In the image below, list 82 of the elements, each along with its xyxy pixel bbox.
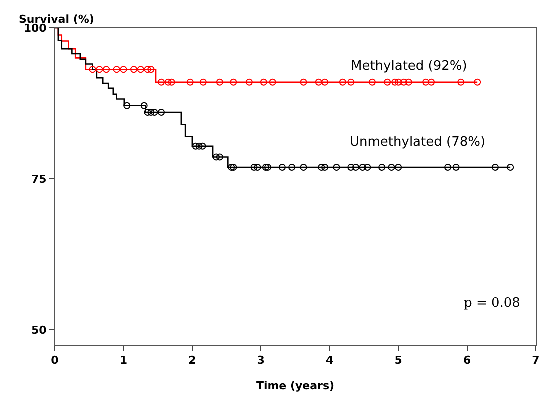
point	[168, 78, 176, 86]
y-tick-label: 75	[31, 172, 47, 186]
point	[388, 164, 396, 171]
point	[458, 78, 465, 86]
point	[452, 164, 460, 171]
point	[400, 78, 408, 86]
annotation: p = 0.08	[464, 296, 520, 311]
point	[269, 78, 276, 86]
point	[339, 78, 346, 86]
point	[322, 164, 329, 171]
point	[318, 164, 326, 171]
point	[113, 66, 120, 74]
point	[260, 78, 268, 86]
point	[395, 78, 402, 86]
point	[405, 78, 412, 86]
point	[384, 78, 392, 86]
point	[352, 164, 360, 171]
point	[212, 154, 220, 161]
point	[200, 78, 207, 86]
point	[230, 78, 238, 86]
point	[124, 102, 131, 110]
point	[130, 66, 138, 74]
point	[507, 164, 514, 171]
point	[359, 164, 366, 171]
point	[262, 164, 270, 171]
point	[288, 164, 296, 171]
point	[392, 78, 399, 86]
point	[216, 78, 224, 86]
point	[348, 164, 355, 171]
point	[103, 66, 110, 74]
point	[196, 142, 203, 150]
point	[192, 142, 200, 150]
point	[264, 164, 272, 171]
annotation: Unmethylated (78%)	[350, 135, 486, 150]
point	[428, 78, 436, 86]
point	[186, 78, 194, 86]
point	[96, 66, 104, 74]
point	[144, 66, 152, 74]
point	[246, 78, 253, 86]
point	[492, 164, 499, 171]
x-tick-label: 7	[532, 354, 540, 368]
point	[322, 78, 329, 86]
point	[158, 109, 166, 116]
x-tick-label: 6	[463, 354, 472, 368]
point	[300, 164, 308, 171]
point	[151, 109, 158, 116]
point	[368, 78, 376, 86]
point	[228, 164, 236, 171]
point	[300, 78, 308, 86]
point	[158, 78, 166, 86]
x-tick-label: 4	[326, 354, 334, 368]
point	[144, 109, 152, 116]
annotation: Methylated (92%)	[351, 59, 468, 74]
y-tick-label: 50	[31, 324, 48, 337]
point	[315, 78, 322, 86]
x-tick-label: 3	[257, 354, 265, 368]
x-tick-label: 1	[120, 354, 128, 368]
point	[444, 164, 452, 171]
point	[148, 66, 155, 74]
x-tick-label: 2	[188, 354, 196, 368]
point	[250, 164, 258, 171]
point	[120, 66, 128, 74]
point	[199, 142, 206, 150]
point	[89, 66, 96, 74]
point	[395, 164, 402, 171]
point	[137, 66, 144, 74]
point	[148, 109, 155, 116]
point	[474, 78, 482, 86]
point	[164, 78, 172, 86]
point	[364, 164, 372, 171]
point	[254, 164, 262, 171]
point	[333, 164, 340, 171]
x-tick-label: 5	[394, 354, 402, 368]
x-axis-title: Time (years)	[256, 379, 335, 392]
x-tick-label: 0	[51, 354, 60, 368]
point	[422, 78, 430, 86]
point	[230, 164, 238, 171]
point	[378, 164, 386, 171]
point	[278, 164, 286, 171]
point	[348, 78, 355, 86]
point	[140, 102, 148, 110]
point	[216, 154, 224, 161]
